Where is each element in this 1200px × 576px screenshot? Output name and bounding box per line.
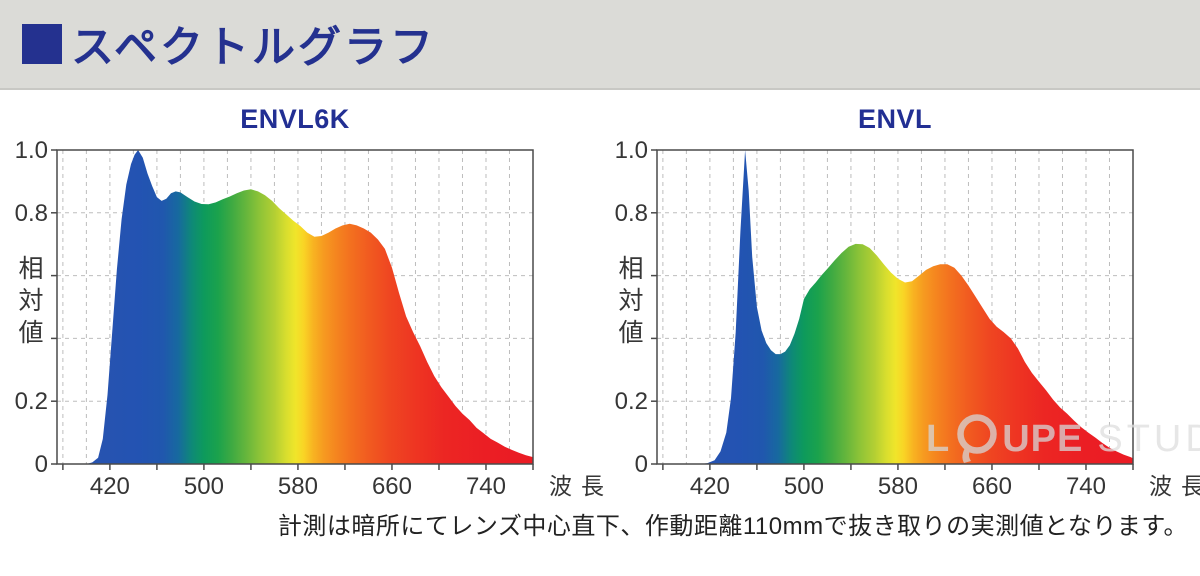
x-tick-label: 420 [690,473,730,500]
plot-border [656,149,1134,465]
y-axis-title-char: 対 [618,287,643,315]
y-axis-title-char: 値 [618,319,643,347]
y-axis-title: 相対値 [18,255,43,347]
y-tick-label: 0.8 [15,200,48,227]
x-tick-labels: 420 500 580 660 740 [690,473,1106,500]
axis-ticks [51,149,534,470]
y-tick-label: 0 [635,451,648,478]
x-tick-labels: 420 500 580 660 740 [90,473,506,500]
y-axis-title-char: 対 [18,287,43,315]
y-tick-labels: 1.0 0.8 0.2 0 [15,137,48,478]
spectrum-area [57,150,533,464]
x-tick-label: 420 [90,473,130,500]
x-tick-label: 580 [278,473,318,500]
page-header: スペクトルグラフ [0,0,1200,90]
title-square-icon [22,24,62,64]
chart-envl: 420 500 580 660 740 波長 1.0 0.8 0.2 0 相対値 [615,137,1200,500]
y-tick-label: 0.2 [15,388,48,415]
x-tick-label: 660 [972,473,1012,500]
x-tick-label: 500 [184,473,224,500]
y-tick-label: 0.8 [615,200,648,227]
chart-title-envl: ENVL [857,104,932,134]
measurement-note: 計測は暗所にてレンズ中心直下、作動距離110mmで抜き取りの実測値となります。 [277,513,1188,540]
chart-envl6k: 420 500 580 660 740 波長 1.0 0.8 0.2 0 相対値 [15,137,613,500]
x-tick-label: 740 [1066,473,1106,500]
y-axis-title-char: 相 [18,255,43,283]
y-tick-labels: 1.0 0.8 0.2 0 [615,137,648,478]
y-axis-title: 相対値 [618,255,643,347]
y-axis-title-char: 値 [18,319,43,347]
y-tick-label: 1.0 [615,137,648,164]
x-tick-label: 580 [878,473,918,500]
plot-border [56,149,534,465]
axis-ticks [651,149,1134,470]
y-tick-label: 0.2 [615,388,648,415]
x-tick-label: 660 [372,473,412,500]
y-axis-title-char: 相 [618,255,643,283]
y-tick-label: 1.0 [15,137,48,164]
spectrum-area [657,150,1133,464]
x-axis-title: 波長 [1149,473,1200,499]
chart-title-envl6k: ENVL6K [240,104,350,134]
x-tick-label: 740 [466,473,506,500]
x-tick-label: 500 [784,473,824,500]
y-tick-label: 0 [35,451,48,478]
page-title: スペクトルグラフ [71,24,436,72]
x-axis-title: 波長 [549,473,613,499]
